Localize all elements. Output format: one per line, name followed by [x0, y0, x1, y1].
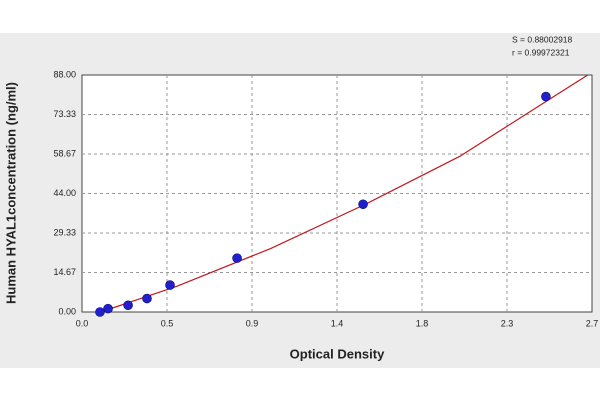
point [165, 280, 175, 290]
annotation: r = 0.99972321 [512, 47, 570, 57]
x-tick-label: 1.4 [331, 318, 344, 328]
point [103, 303, 113, 314]
point [142, 293, 152, 304]
point [123, 300, 133, 311]
x-tick-label: 2.3 [501, 318, 514, 328]
x-axis-title: Optical Density [290, 346, 385, 361]
point [232, 253, 242, 263]
y-tick-label: 0.00 [58, 306, 76, 316]
x-tick-label: 2.7 [586, 318, 599, 328]
y-axis-title: Human HYAL1concentration (ng/ml) [3, 82, 18, 304]
y-tick-label: 14.67 [53, 267, 76, 277]
y-tick-label: 44.00 [53, 188, 76, 198]
x-tick-label: 0.9 [246, 318, 259, 328]
x-tick-label: 0.5 [161, 318, 174, 328]
y-tick-label: 88.00 [53, 69, 76, 79]
y-tick-label: 58.67 [53, 148, 76, 158]
point [541, 91, 551, 102]
point [95, 307, 105, 317]
annotation: S = 0.88002918 [512, 34, 573, 44]
point [358, 199, 368, 210]
y-tick-label: 29.33 [53, 227, 76, 237]
x-tick-label: 0.0 [76, 318, 89, 328]
y-tick-label: 73.33 [53, 109, 76, 119]
x-tick-label: 1.8 [416, 318, 429, 328]
